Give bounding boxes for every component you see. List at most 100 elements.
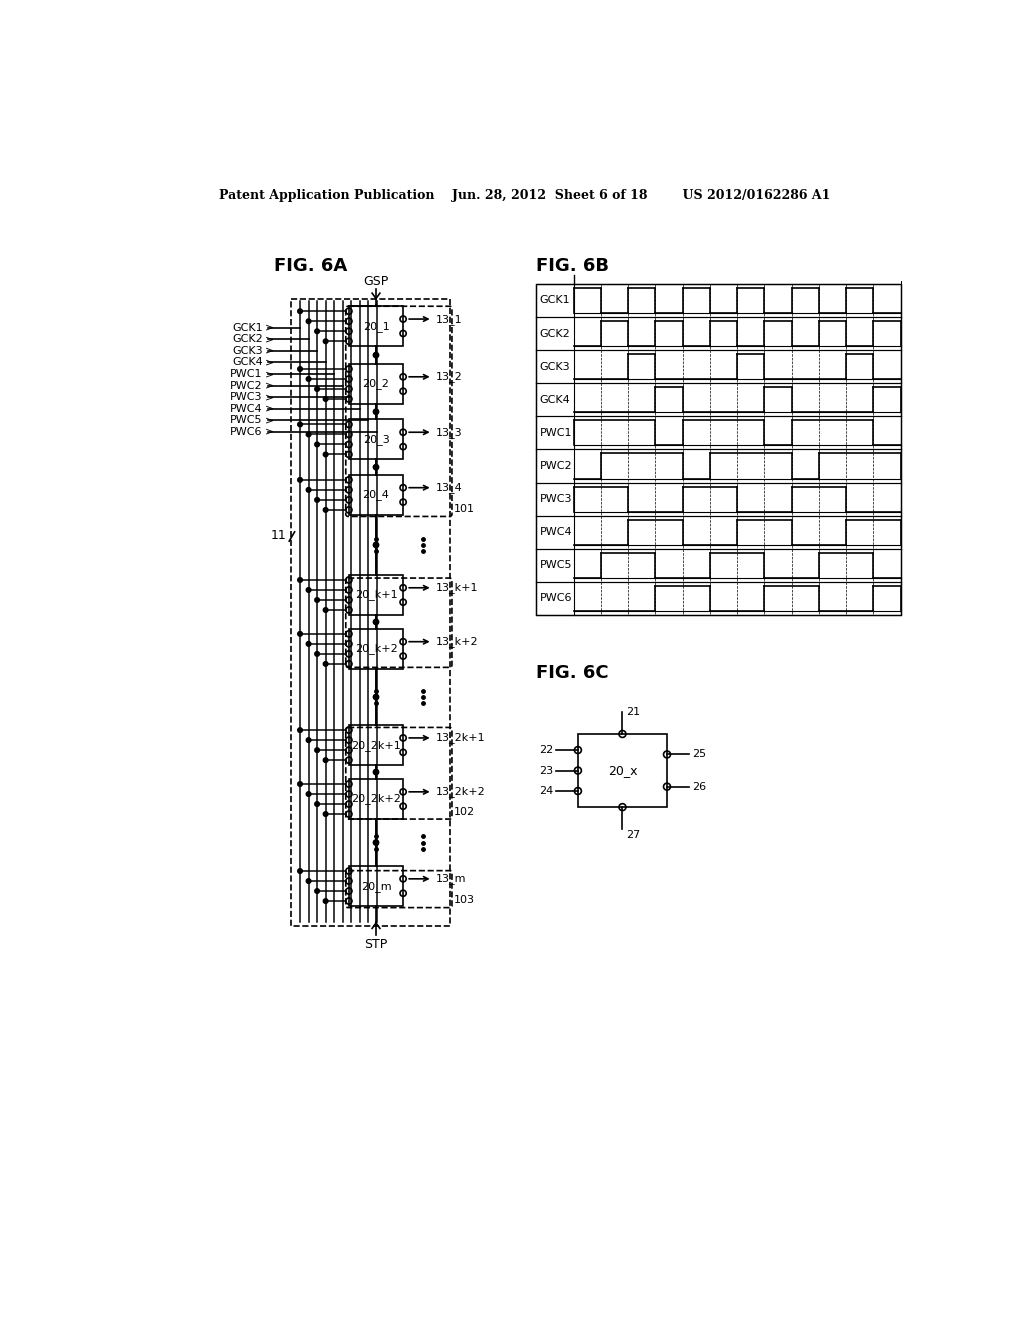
Text: 13_1: 13_1 — [435, 314, 462, 325]
Bar — [349, 364, 403, 404]
Text: >: > — [264, 426, 273, 437]
Circle shape — [324, 812, 328, 816]
Text: GCK2: GCK2 — [540, 329, 570, 338]
Bar — [291, 300, 450, 927]
Text: 13_2k+2: 13_2k+2 — [435, 787, 485, 797]
Circle shape — [298, 631, 302, 636]
Circle shape — [374, 840, 379, 845]
Text: PWC2: PWC2 — [230, 380, 263, 391]
Circle shape — [306, 792, 311, 796]
Text: 13_m: 13_m — [435, 874, 466, 884]
Text: PWC2: PWC2 — [540, 461, 572, 471]
Circle shape — [374, 770, 379, 775]
Text: >: > — [264, 358, 273, 367]
Text: Patent Application Publication    Jun. 28, 2012  Sheet 6 of 18        US 2012/01: Patent Application Publication Jun. 28, … — [219, 189, 830, 202]
Circle shape — [306, 587, 311, 593]
Text: 20_m: 20_m — [360, 880, 391, 891]
Text: FIG. 6C: FIG. 6C — [537, 664, 609, 681]
Text: GCK2: GCK2 — [232, 334, 263, 345]
Circle shape — [298, 781, 302, 787]
Circle shape — [298, 478, 302, 482]
Text: 13_3: 13_3 — [435, 426, 462, 438]
Bar — [349, 475, 403, 515]
Text: GCK1: GCK1 — [232, 323, 263, 333]
Text: >: > — [264, 370, 273, 379]
Text: PWC6: PWC6 — [230, 426, 263, 437]
Circle shape — [298, 727, 302, 733]
Circle shape — [324, 758, 328, 763]
Circle shape — [324, 899, 328, 903]
Text: 20_2k+2: 20_2k+2 — [351, 793, 401, 804]
Circle shape — [324, 397, 328, 401]
Circle shape — [314, 748, 319, 752]
Circle shape — [298, 422, 302, 426]
Text: FIG. 6B: FIG. 6B — [537, 257, 609, 275]
Bar — [537, 284, 901, 615]
Bar — [578, 734, 667, 807]
Text: >: > — [264, 334, 273, 345]
Text: 20_3: 20_3 — [362, 434, 389, 445]
Circle shape — [324, 607, 328, 612]
Text: PWC4: PWC4 — [230, 404, 263, 413]
Text: 26: 26 — [692, 781, 706, 792]
Text: PWC4: PWC4 — [540, 527, 572, 537]
Text: 103: 103 — [454, 895, 474, 906]
Text: >: > — [264, 416, 273, 425]
Circle shape — [314, 888, 319, 894]
Circle shape — [306, 642, 311, 647]
Text: PWC6: PWC6 — [540, 594, 572, 603]
Text: >: > — [264, 323, 273, 333]
Circle shape — [306, 879, 311, 883]
Text: 20_1: 20_1 — [362, 321, 389, 331]
Circle shape — [314, 442, 319, 446]
Circle shape — [374, 465, 379, 470]
Text: 24: 24 — [539, 785, 553, 796]
Circle shape — [306, 376, 311, 381]
Circle shape — [298, 869, 302, 874]
Text: 20_2k+1: 20_2k+1 — [351, 739, 400, 751]
Circle shape — [324, 508, 328, 512]
Text: GCK1: GCK1 — [540, 296, 570, 305]
Circle shape — [374, 409, 379, 414]
Circle shape — [374, 543, 379, 548]
Text: 23: 23 — [539, 766, 553, 776]
Text: 21: 21 — [627, 708, 640, 717]
Text: 13_2: 13_2 — [435, 371, 463, 383]
Text: GCK3: GCK3 — [232, 346, 263, 356]
Circle shape — [298, 578, 302, 582]
Text: 20_2: 20_2 — [362, 379, 389, 389]
Text: 20_4: 20_4 — [362, 490, 389, 500]
Text: PWC3: PWC3 — [540, 494, 572, 504]
Text: >: > — [264, 380, 273, 391]
Circle shape — [374, 619, 379, 624]
Circle shape — [298, 367, 302, 371]
Text: STP: STP — [365, 939, 388, 952]
Text: PWC3: PWC3 — [230, 392, 263, 403]
Text: GCK4: GCK4 — [540, 395, 570, 405]
Text: PWC5: PWC5 — [540, 561, 572, 570]
Circle shape — [306, 319, 311, 323]
Text: GCK4: GCK4 — [232, 358, 263, 367]
Text: FIG. 6A: FIG. 6A — [273, 257, 347, 275]
Circle shape — [324, 661, 328, 667]
Text: 20_x: 20_x — [607, 764, 637, 777]
Bar — [349, 628, 403, 669]
Text: PWC1: PWC1 — [230, 370, 263, 379]
Text: 13_2k+1: 13_2k+1 — [435, 733, 485, 743]
Text: 20_k+1: 20_k+1 — [354, 590, 397, 601]
Text: 13_k+1: 13_k+1 — [435, 582, 478, 593]
Text: GSP: GSP — [364, 275, 389, 288]
Text: 13_k+2: 13_k+2 — [435, 636, 478, 647]
Circle shape — [314, 387, 319, 391]
Text: >: > — [264, 404, 273, 413]
Circle shape — [314, 329, 319, 334]
Bar — [349, 420, 403, 459]
Text: 101: 101 — [454, 504, 474, 515]
Bar — [349, 576, 403, 615]
Circle shape — [324, 453, 328, 457]
Circle shape — [374, 352, 379, 358]
Circle shape — [374, 694, 379, 700]
Bar — [349, 779, 403, 818]
Text: 13_4: 13_4 — [435, 482, 463, 494]
Text: PWC5: PWC5 — [230, 416, 263, 425]
